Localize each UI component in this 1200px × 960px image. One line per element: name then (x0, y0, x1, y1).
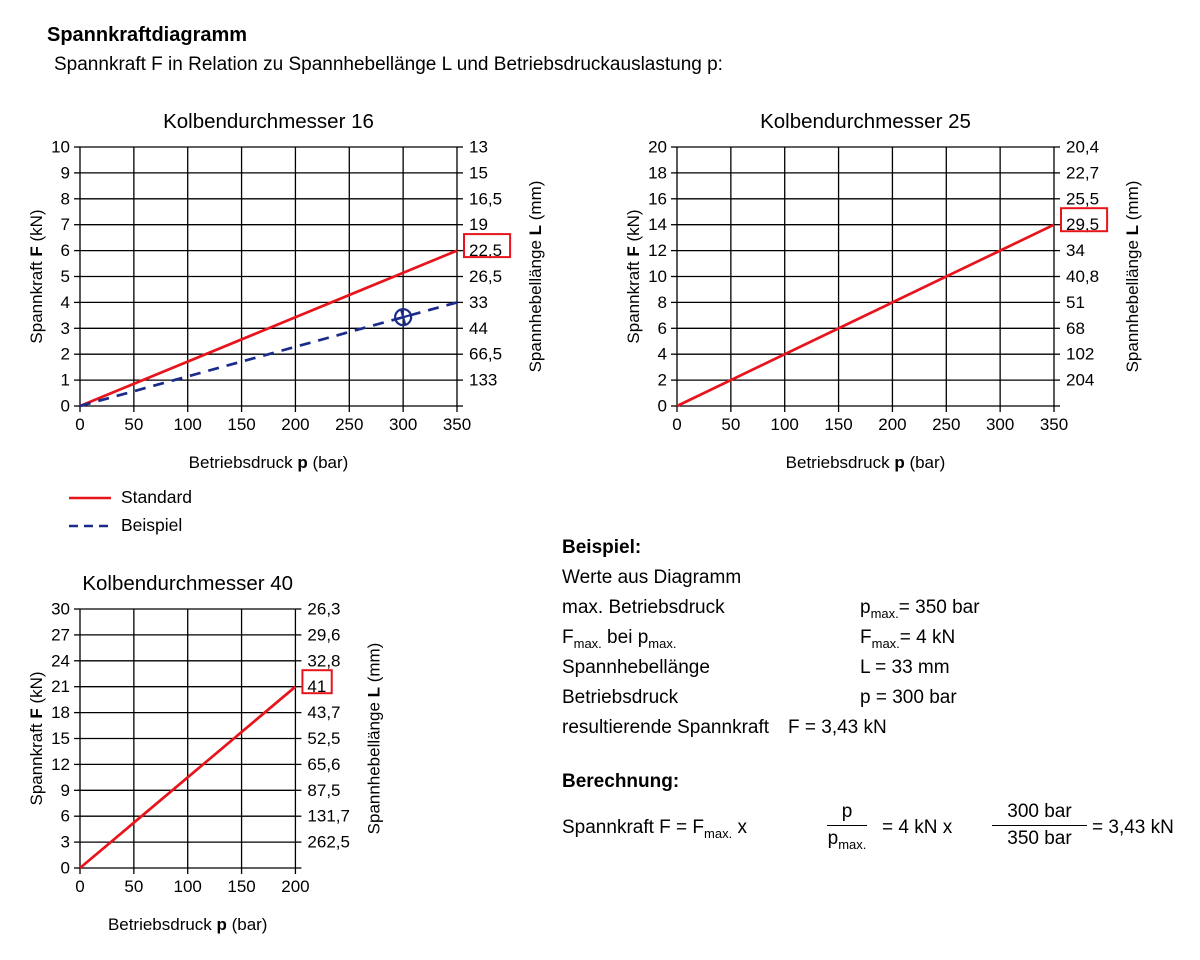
svg-text:10: 10 (648, 267, 667, 286)
svg-text:16,5: 16,5 (469, 189, 502, 208)
svg-text:19: 19 (469, 215, 488, 234)
svg-text:20,4: 20,4 (1066, 138, 1099, 157)
svg-text:43,7: 43,7 (307, 703, 340, 722)
svg-text:50: 50 (124, 415, 143, 434)
svg-text:1: 1 (61, 371, 70, 390)
svg-text:2: 2 (61, 345, 70, 364)
svg-text:7: 7 (61, 215, 70, 234)
svg-text:0: 0 (61, 858, 70, 877)
svg-text:26,3: 26,3 (307, 600, 340, 619)
svg-text:102: 102 (1066, 345, 1094, 364)
svg-text:Spannkraft F (kN): Spannkraft F (kN) (27, 671, 46, 805)
svg-text:300: 300 (389, 415, 417, 434)
svg-text:Betriebsdruck p (bar): Betriebsdruck p (bar) (786, 453, 946, 472)
svg-text:262,5: 262,5 (307, 833, 350, 852)
svg-text:4: 4 (658, 345, 667, 364)
svg-text:6: 6 (61, 241, 70, 260)
svg-text:52,5: 52,5 (307, 729, 340, 748)
svg-text:8: 8 (61, 189, 70, 208)
svg-text:16: 16 (648, 189, 667, 208)
svg-text:Spannkraft F (kN): Spannkraft F (kN) (27, 209, 46, 343)
svg-text:250: 250 (932, 415, 960, 434)
svg-text:87,5: 87,5 (307, 781, 340, 800)
svg-text:33: 33 (469, 293, 488, 312)
svg-text:22,7: 22,7 (1066, 163, 1099, 182)
svg-text:15: 15 (51, 729, 70, 748)
svg-text:50: 50 (721, 415, 740, 434)
svg-text:131,7: 131,7 (307, 807, 350, 826)
svg-text:9: 9 (61, 163, 70, 182)
svg-text:150: 150 (227, 877, 255, 896)
svg-text:29,6: 29,6 (307, 625, 340, 644)
svg-text:200: 200 (281, 877, 309, 896)
svg-text:50: 50 (124, 877, 143, 896)
svg-text:3: 3 (61, 319, 70, 338)
svg-text:250: 250 (335, 415, 363, 434)
svg-text:9: 9 (61, 781, 70, 800)
svg-text:21: 21 (51, 677, 70, 696)
svg-text:Kolbendurchmesser 16: Kolbendurchmesser 16 (163, 110, 374, 133)
svg-text:15: 15 (469, 163, 488, 182)
svg-text:6: 6 (61, 807, 70, 826)
svg-text:18: 18 (648, 163, 667, 182)
svg-text:100: 100 (174, 877, 202, 896)
svg-text:3: 3 (61, 833, 70, 852)
svg-text:27: 27 (51, 625, 70, 644)
svg-text:Kolbendurchmesser 25: Kolbendurchmesser 25 (760, 110, 971, 133)
svg-text:66,5: 66,5 (469, 345, 502, 364)
svg-text:0: 0 (75, 877, 84, 896)
svg-text:Kolbendurchmesser 40: Kolbendurchmesser 40 (82, 572, 293, 595)
svg-text:20: 20 (648, 138, 667, 157)
svg-text:133: 133 (469, 371, 497, 390)
svg-text:34: 34 (1066, 241, 1085, 260)
svg-text:12: 12 (648, 241, 667, 260)
svg-text:24: 24 (51, 651, 70, 670)
svg-text:30: 30 (51, 600, 70, 619)
svg-text:Betriebsdruck p (bar): Betriebsdruck p (bar) (189, 453, 349, 472)
svg-text:0: 0 (75, 415, 84, 434)
svg-text:13: 13 (469, 138, 488, 157)
svg-text:2: 2 (658, 371, 667, 390)
svg-text:10: 10 (51, 138, 70, 157)
svg-text:Spannhebellänge L (mm): Spannhebellänge L (mm) (1123, 181, 1142, 373)
svg-text:18: 18 (51, 703, 70, 722)
svg-text:Spannhebellänge L (mm): Spannhebellänge L (mm) (526, 181, 545, 373)
svg-text:100: 100 (771, 415, 799, 434)
svg-text:0: 0 (672, 415, 681, 434)
svg-text:350: 350 (443, 415, 471, 434)
svg-text:12: 12 (51, 755, 70, 774)
svg-text:25,5: 25,5 (1066, 189, 1099, 208)
svg-text:26,5: 26,5 (469, 267, 502, 286)
svg-text:204: 204 (1066, 371, 1094, 390)
svg-text:0: 0 (61, 397, 70, 416)
svg-text:200: 200 (878, 415, 906, 434)
svg-text:40,8: 40,8 (1066, 267, 1099, 286)
svg-text:300: 300 (986, 415, 1014, 434)
svg-text:8: 8 (658, 293, 667, 312)
svg-text:5: 5 (61, 267, 70, 286)
svg-text:350: 350 (1040, 415, 1068, 434)
svg-text:Spannkraft F (kN): Spannkraft F (kN) (624, 209, 643, 343)
svg-text:68: 68 (1066, 319, 1085, 338)
svg-text:44: 44 (469, 319, 488, 338)
svg-text:Betriebsdruck p (bar): Betriebsdruck p (bar) (108, 915, 268, 934)
svg-text:32,8: 32,8 (307, 651, 340, 670)
svg-text:4: 4 (61, 293, 70, 312)
svg-text:0: 0 (658, 397, 667, 416)
svg-text:Spannhebellänge L (mm): Spannhebellänge L (mm) (364, 643, 383, 835)
svg-text:14: 14 (648, 215, 667, 234)
svg-text:65,6: 65,6 (307, 755, 340, 774)
svg-text:200: 200 (281, 415, 309, 434)
svg-text:150: 150 (824, 415, 852, 434)
svg-text:150: 150 (227, 415, 255, 434)
svg-text:51: 51 (1066, 293, 1085, 312)
svg-text:6: 6 (658, 319, 667, 338)
svg-text:100: 100 (174, 415, 202, 434)
